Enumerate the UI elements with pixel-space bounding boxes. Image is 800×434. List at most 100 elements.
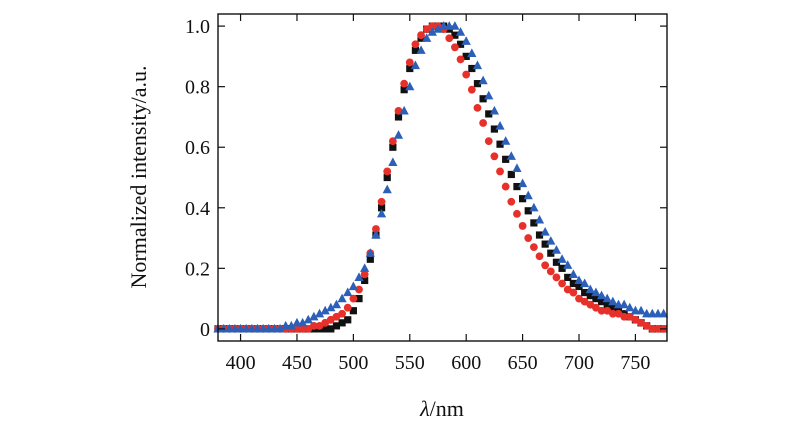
data-point-square [524,207,532,215]
data-point-square [609,304,617,312]
data-point-square [321,325,329,333]
data-point-circle [620,312,629,321]
data-point-triangle [534,214,545,224]
data-point-triangle [405,81,415,91]
data-point-circle [648,324,657,333]
data-point-triangle [517,178,528,188]
data-point-square [541,240,549,248]
x-tick-label: 600 [451,352,481,374]
data-point-triangle [501,136,511,145]
data-point-triangle [551,245,562,254]
y-tick-label: 0 [200,319,210,341]
data-point-triangle [422,33,432,42]
data-point-circle [388,137,397,146]
data-point-triangle [360,263,370,272]
data-point-triangle [331,299,342,309]
data-point-square [473,80,482,88]
data-point-circle [490,152,499,161]
data-point-triangle [455,27,466,36]
data-point-triangle [472,60,483,70]
data-point-triangle [388,157,398,166]
data-point-square [344,316,352,324]
data-point-circle [496,167,504,176]
data-point-square [349,307,357,315]
data-point-circle [479,119,488,127]
data-point-triangle [585,284,595,294]
data-point-square [327,325,335,333]
data-point-triangle [393,130,404,139]
data-point-triangle [286,320,296,330]
data-point-square [535,231,544,239]
data-point-triangle [557,254,567,263]
data-point-circle [597,306,606,315]
data-point-circle [445,34,454,43]
data-point-triangle [506,151,516,160]
data-point-triangle [348,281,358,291]
data-point-circle [473,103,482,112]
data-point-circle [411,40,420,49]
data-point-circle [349,294,358,303]
data-point-triangle [563,260,573,269]
data-point-circle [552,273,561,282]
data-point-triangle [625,302,635,312]
data-point-triangle [574,275,584,285]
data-point-square [597,298,606,306]
data-point-triangle [484,90,494,100]
data-point-triangle [326,302,336,312]
data-point-triangle [303,314,313,324]
data-point-circle [372,225,380,233]
data-point-triangle [371,230,381,239]
data-point-triangle [376,208,387,218]
data-point-triangle [591,287,601,297]
y-tick-label: 0.8 [185,77,210,99]
data-point-square [451,31,459,39]
data-point-triangle [596,290,607,300]
data-point-square [518,195,527,203]
data-point-square [558,264,566,272]
series-circle [214,22,668,333]
data-point-square [389,143,397,151]
x-tick-label: 450 [282,352,312,374]
data-point-square [479,95,487,103]
x-tick-label: 400 [226,352,256,374]
data-point-triangle [512,163,522,173]
data-point-triangle [489,105,499,115]
data-point-triangle [309,311,319,321]
data-point-triangle [354,272,364,282]
data-point-square [513,182,521,191]
data-point-triangle [427,27,437,36]
data-point-triangle [659,308,669,318]
data-point-square [406,64,414,73]
data-point-circle [507,197,516,206]
data-point-square [366,255,374,263]
data-point-triangle [546,236,556,245]
data-point-triangle [416,45,426,54]
y-tick-label: 0.2 [185,258,210,280]
data-point-square [400,86,408,94]
x-tick-label: 700 [564,352,594,374]
data-point-square [462,52,470,60]
data-point-triangle [608,296,618,306]
data-point-circle [293,324,301,333]
data-point-circle [569,288,578,297]
data-point-triangle [450,21,460,30]
data-point-triangle [580,278,590,288]
data-point-square [411,46,420,54]
data-point-circle [343,303,352,312]
data-point-circle [360,270,369,279]
data-point-triangle [478,75,488,85]
data-point-circle [456,55,465,64]
data-point-square [394,113,403,121]
data-point-circle [377,197,386,206]
x-tick-label: 650 [508,352,538,374]
data-point-circle [654,324,662,333]
data-point-square [377,204,386,212]
ticks-layer: 400 450 500 550 600 650 700 750 0 0.2 0.4 0.6 0.8 1.0 [185,14,667,374]
y-tick-label: 0.6 [185,137,210,159]
data-point-circle [546,267,555,276]
data-point-triangle [314,308,325,318]
data-point-square [575,282,583,291]
data-point-triangle [619,299,629,309]
data-point-circle [467,85,476,94]
